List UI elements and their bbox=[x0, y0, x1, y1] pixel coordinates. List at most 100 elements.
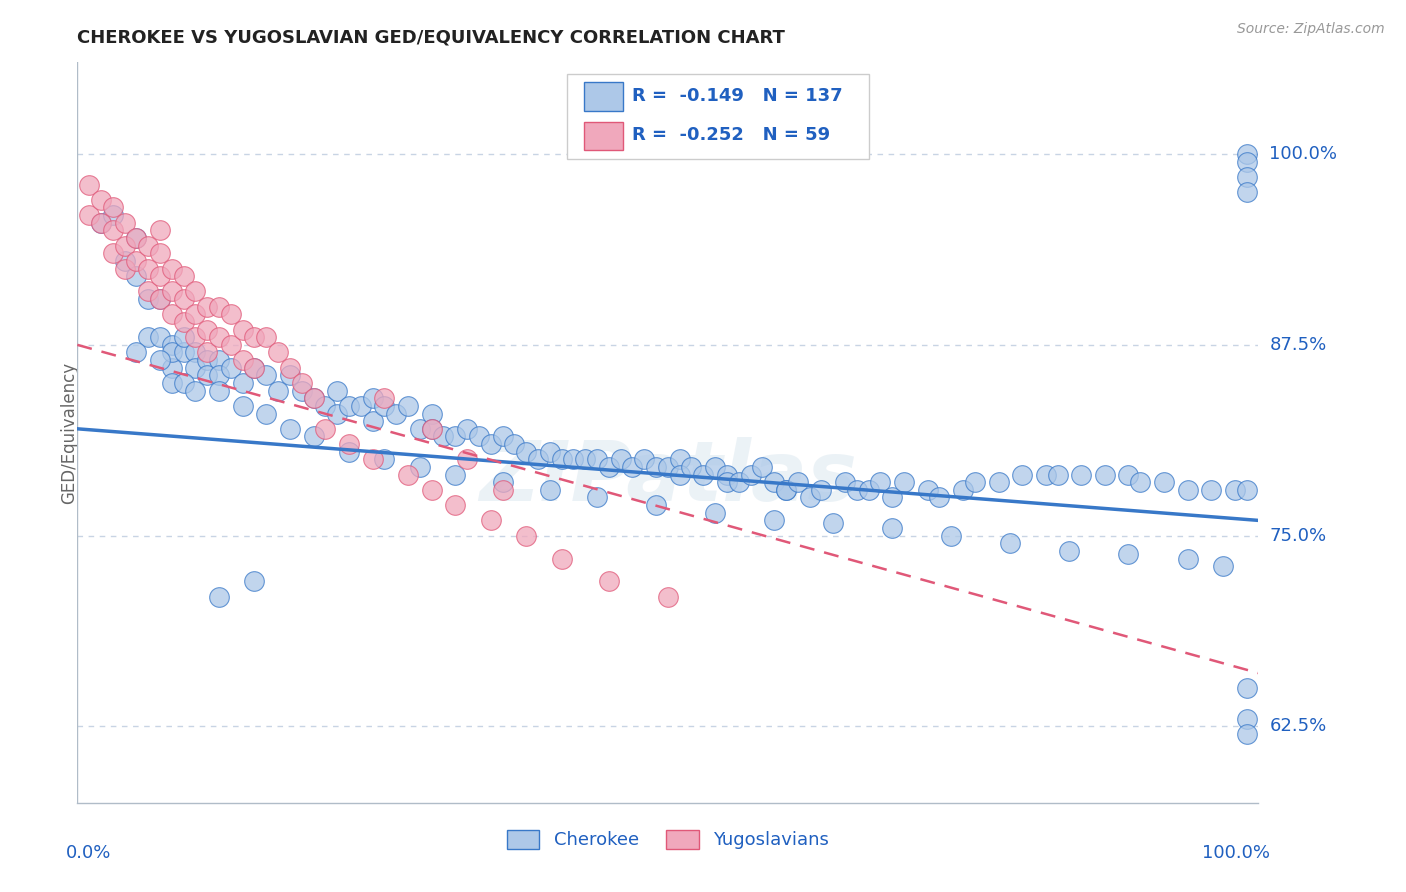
Point bbox=[232, 399, 254, 413]
Point bbox=[668, 452, 690, 467]
Point bbox=[101, 246, 124, 260]
Point bbox=[314, 422, 336, 436]
Point bbox=[1153, 475, 1175, 490]
Point bbox=[963, 475, 986, 490]
Point bbox=[692, 467, 714, 482]
Point bbox=[598, 460, 620, 475]
Point bbox=[645, 498, 668, 512]
Point bbox=[420, 422, 443, 436]
Point bbox=[361, 414, 384, 428]
Point bbox=[184, 360, 207, 375]
Point bbox=[208, 368, 231, 383]
Point bbox=[160, 261, 183, 276]
Point bbox=[101, 223, 124, 237]
Text: 87.5%: 87.5% bbox=[1270, 336, 1327, 354]
Point bbox=[302, 429, 325, 443]
Point bbox=[184, 307, 207, 321]
Point bbox=[952, 483, 974, 497]
Point bbox=[1223, 483, 1246, 497]
Text: 100.0%: 100.0% bbox=[1270, 145, 1337, 163]
Text: 0.0%: 0.0% bbox=[66, 844, 111, 862]
Point bbox=[420, 422, 443, 436]
Point bbox=[491, 429, 513, 443]
Point bbox=[420, 407, 443, 421]
Point bbox=[515, 529, 537, 543]
Point bbox=[810, 483, 832, 497]
Point bbox=[786, 475, 808, 490]
Point bbox=[409, 460, 432, 475]
Point bbox=[136, 285, 159, 299]
Text: 62.5%: 62.5% bbox=[1270, 717, 1327, 736]
Legend: Cherokee, Yugoslavians: Cherokee, Yugoslavians bbox=[499, 823, 837, 856]
Point bbox=[125, 253, 148, 268]
Point bbox=[503, 437, 526, 451]
Text: CHEROKEE VS YUGOSLAVIAN GED/EQUIVALENCY CORRELATION CHART: CHEROKEE VS YUGOSLAVIAN GED/EQUIVALENCY … bbox=[77, 29, 785, 47]
Point bbox=[173, 345, 195, 359]
Point bbox=[621, 460, 644, 475]
Point bbox=[125, 231, 148, 245]
Point bbox=[444, 498, 467, 512]
Point bbox=[195, 368, 218, 383]
Point bbox=[941, 529, 963, 543]
Point bbox=[479, 437, 502, 451]
Point bbox=[657, 460, 679, 475]
Point bbox=[184, 345, 207, 359]
Point bbox=[219, 307, 242, 321]
Point bbox=[740, 467, 762, 482]
Point bbox=[373, 452, 395, 467]
Point bbox=[444, 429, 467, 443]
Point bbox=[845, 483, 868, 497]
Point bbox=[173, 376, 195, 390]
Point bbox=[219, 360, 242, 375]
Point bbox=[291, 376, 314, 390]
Point bbox=[1118, 467, 1140, 482]
Point bbox=[1236, 727, 1258, 741]
Point bbox=[858, 483, 880, 497]
Point bbox=[823, 516, 845, 531]
Point bbox=[586, 491, 609, 505]
Point bbox=[1129, 475, 1152, 490]
Point bbox=[125, 269, 148, 284]
Point bbox=[267, 384, 290, 398]
Text: R =  -0.149   N = 137: R = -0.149 N = 137 bbox=[633, 87, 844, 104]
Point bbox=[291, 384, 314, 398]
Point bbox=[1070, 467, 1092, 482]
Point bbox=[208, 590, 231, 604]
Point bbox=[1059, 544, 1081, 558]
Y-axis label: GED/Equivalency: GED/Equivalency bbox=[60, 361, 77, 504]
Point bbox=[208, 300, 231, 314]
Point bbox=[385, 407, 408, 421]
Point bbox=[562, 452, 585, 467]
Point bbox=[208, 330, 231, 344]
Point bbox=[633, 452, 655, 467]
Point bbox=[160, 360, 183, 375]
Point bbox=[1035, 467, 1057, 482]
Point bbox=[527, 452, 550, 467]
Point bbox=[254, 368, 277, 383]
Point bbox=[361, 391, 384, 405]
Point bbox=[928, 491, 950, 505]
Point bbox=[184, 384, 207, 398]
Point bbox=[763, 475, 786, 490]
Point bbox=[645, 460, 668, 475]
Point bbox=[609, 452, 631, 467]
Point bbox=[149, 246, 172, 260]
Text: 100.0%: 100.0% bbox=[1202, 844, 1270, 862]
Point bbox=[149, 292, 172, 306]
Point bbox=[550, 452, 572, 467]
Point bbox=[195, 322, 218, 336]
Point bbox=[90, 216, 112, 230]
Text: R =  -0.252   N = 59: R = -0.252 N = 59 bbox=[633, 126, 831, 144]
Point bbox=[1046, 467, 1069, 482]
Point bbox=[704, 506, 727, 520]
Point bbox=[479, 513, 502, 527]
Point bbox=[77, 178, 100, 192]
Point bbox=[361, 452, 384, 467]
Point bbox=[657, 590, 679, 604]
Point bbox=[491, 483, 513, 497]
Point bbox=[444, 467, 467, 482]
FancyBboxPatch shape bbox=[583, 82, 623, 111]
Point bbox=[350, 399, 373, 413]
Point bbox=[456, 452, 478, 467]
Point bbox=[195, 300, 218, 314]
